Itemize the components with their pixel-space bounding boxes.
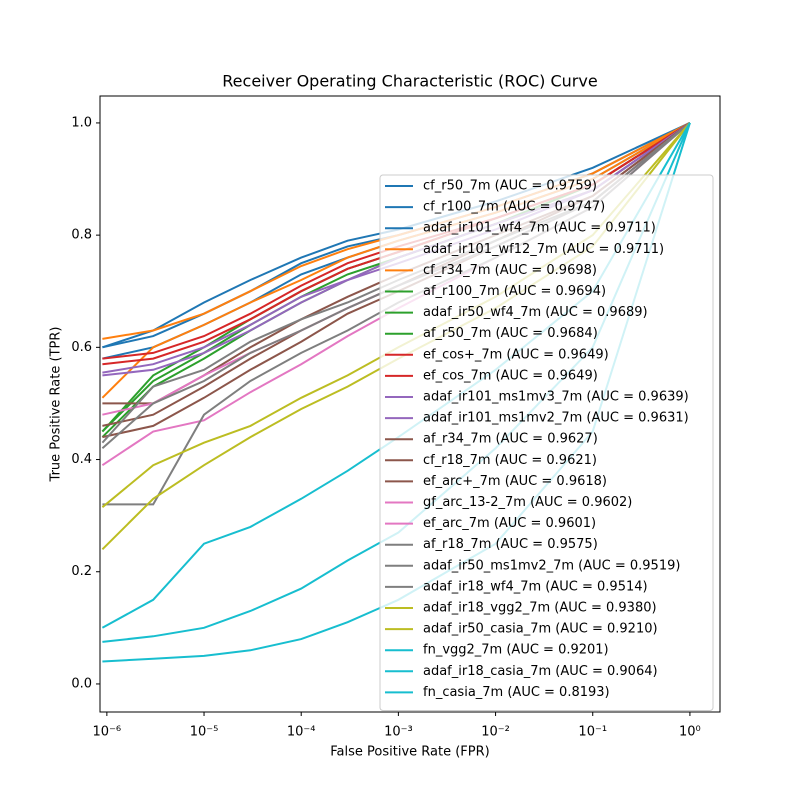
legend-label: adaf_ir18_vgg2_7m (AUC = 0.9380): [423, 601, 657, 616]
legend-label: fn_casia_7m (AUC = 0.8193): [423, 685, 610, 700]
legend-label: af_r100_7m (AUC = 0.9694): [423, 284, 606, 299]
y-tick-label: 0.6: [71, 340, 92, 355]
legend-label: adaf_ir101_wf4_7m (AUC = 0.9711): [423, 221, 656, 236]
x-tick-label: 10⁰: [679, 725, 701, 740]
legend-label: ef_arc_7m (AUC = 0.9601): [423, 516, 596, 531]
legend-label: adaf_ir101_ms1mv2_7m (AUC = 0.9631): [423, 411, 689, 426]
y-tick-label: 0.2: [71, 564, 92, 579]
plot-frame: [99, 95, 721, 713]
legend-label: cf_r34_7m (AUC = 0.9698): [423, 263, 597, 278]
legend-label: adaf_ir50_ms1mv2_7m (AUC = 0.9519): [423, 558, 680, 573]
x-axis-label: False Positive Rate (FPR): [330, 745, 489, 760]
legend-label: fn_vgg2_7m (AUC = 0.9201): [423, 643, 609, 658]
legend: cf_r50_7m (AUC = 0.9759) cf_r100_7m (AUC …: [379, 174, 714, 711]
legend-label: adaf_ir18_wf4_7m (AUC = 0.9514): [423, 579, 648, 594]
legend-label: adaf_ir50_casia_7m (AUC = 0.9210): [423, 622, 658, 637]
legend-label: cf_r100_7m (AUC = 0.9747): [423, 200, 605, 215]
chart-title: Receiver Operating Characteristic (ROC) …: [222, 72, 597, 91]
legend-label: gf_arc_13-2_7m (AUC = 0.9602): [423, 495, 632, 510]
x-tick-label: 10⁻²: [481, 725, 510, 740]
x-tick-label: 10⁻⁵: [190, 725, 219, 740]
y-axis-label: True Positive Rate (TPR): [49, 327, 64, 483]
y-tick-label: 0.0: [71, 676, 92, 691]
legend-label: adaf_ir101_wf12_7m (AUC = 0.9711): [423, 242, 664, 257]
legend-label: af_r34_7m (AUC = 0.9627): [423, 432, 598, 447]
x-tick-label: 10⁻³: [384, 725, 413, 740]
legend-label: adaf_ir18_casia_7m (AUC = 0.9064): [423, 664, 658, 679]
legend-box: [379, 174, 714, 711]
x-tick-label: 10⁻¹: [578, 725, 607, 740]
y-tick-label: 0.4: [71, 452, 92, 467]
x-tick-label: 10⁻⁶: [93, 725, 122, 740]
legend-label: adaf_ir101_ms1mv3_7m (AUC = 0.9639): [423, 390, 689, 405]
legend-label: ef_arc+_7m (AUC = 0.9618): [423, 474, 607, 489]
legend-label: af_r50_7m (AUC = 0.9684): [423, 326, 598, 341]
legend-label: af_r18_7m (AUC = 0.9575): [423, 537, 598, 552]
y-tick-label: 1.0: [71, 115, 92, 130]
legend-label: adaf_ir50_wf4_7m (AUC = 0.9689): [423, 305, 648, 320]
legend-label: ef_cos_7m (AUC = 0.9649): [423, 368, 598, 383]
legend-label: ef_cos+_7m (AUC = 0.9649): [423, 347, 609, 362]
legend-label: cf_r18_7m (AUC = 0.9621): [423, 453, 597, 468]
legend-label: cf_r50_7m (AUC = 0.9759): [423, 179, 597, 194]
y-tick-label: 0.8: [71, 228, 92, 243]
x-tick-label: 10⁻⁴: [287, 725, 316, 740]
